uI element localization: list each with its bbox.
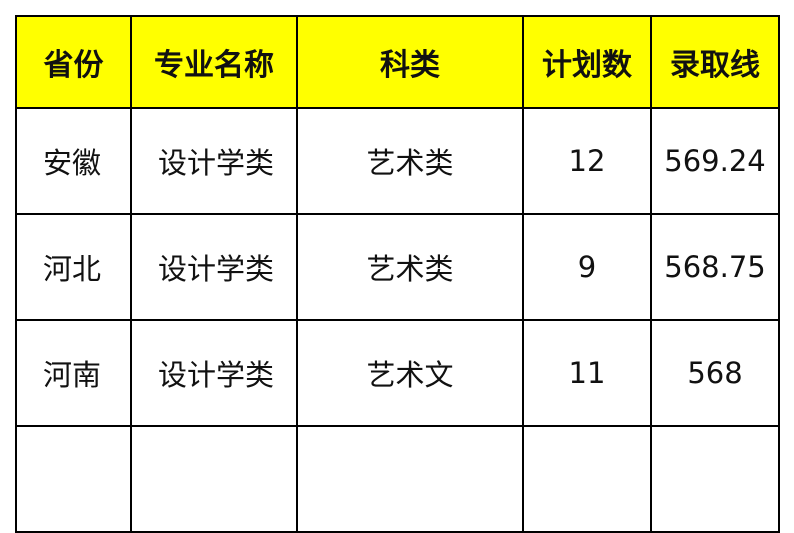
cell-plan: 9 — [522, 213, 652, 321]
header-row: 省份 专业名称 科类 计划数 录取线 — [15, 15, 780, 109]
cell-major: 设计学类 — [130, 107, 298, 215]
cell-empty — [15, 425, 132, 533]
cell-empty — [650, 425, 780, 533]
cell-empty — [296, 425, 524, 533]
cell-province: 河南 — [15, 319, 132, 427]
table-row: 安徽 设计学类 艺术类 12 569.24 — [15, 107, 780, 215]
cell-score: 568 — [650, 319, 780, 427]
cell-score: 568.75 — [650, 213, 780, 321]
header-major: 专业名称 — [130, 15, 298, 109]
cell-category: 艺术类 — [296, 107, 524, 215]
cell-category: 艺术文 — [296, 319, 524, 427]
cell-plan: 11 — [522, 319, 652, 427]
header-score: 录取线 — [650, 15, 780, 109]
cell-province: 安徽 — [15, 107, 132, 215]
table-row-partial — [15, 425, 780, 533]
cell-major: 设计学类 — [130, 319, 298, 427]
cell-empty — [130, 425, 298, 533]
cell-major: 设计学类 — [130, 213, 298, 321]
cell-category: 艺术类 — [296, 213, 524, 321]
cell-score: 569.24 — [650, 107, 780, 215]
cell-empty — [522, 425, 652, 533]
header-category: 科类 — [296, 15, 524, 109]
header-province: 省份 — [15, 15, 132, 109]
cell-plan: 12 — [522, 107, 652, 215]
admission-table: 省份 专业名称 科类 计划数 录取线 安徽 设计学类 艺术类 12 569.24… — [15, 15, 780, 533]
table-row: 河南 设计学类 艺术文 11 568 — [15, 319, 780, 427]
header-plan: 计划数 — [522, 15, 652, 109]
table-row: 河北 设计学类 艺术类 9 568.75 — [15, 213, 780, 321]
cell-province: 河北 — [15, 213, 132, 321]
